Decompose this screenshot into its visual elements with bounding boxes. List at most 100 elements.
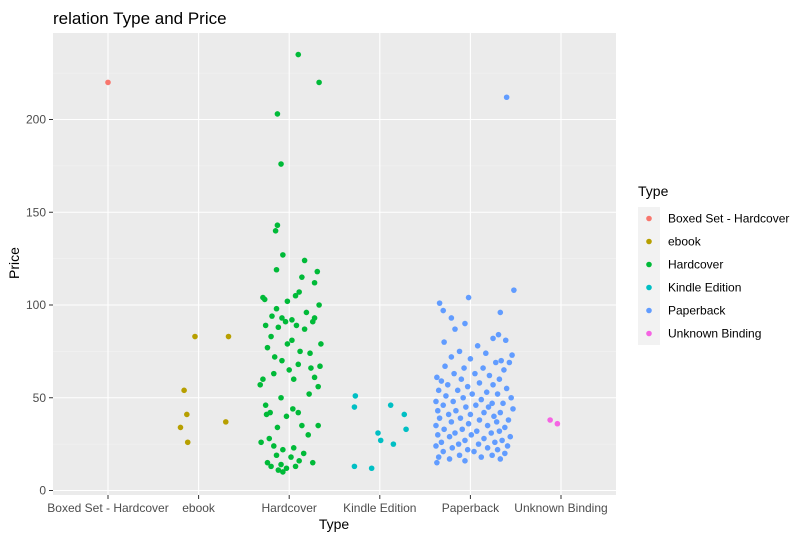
point-paperback <box>436 300 443 306</box>
point-paperback <box>467 355 474 362</box>
point-hardcover <box>306 391 312 397</box>
y-tick-label: 150 <box>26 205 46 219</box>
grid-lines <box>53 33 616 495</box>
legend-swatch-ebook <box>646 238 652 245</box>
point-hardcover <box>257 381 264 388</box>
y-axis: 0 50 100 150 200 <box>26 113 53 498</box>
point-paperback <box>476 417 483 423</box>
point-paperback <box>433 422 439 429</box>
point-paperback <box>463 404 469 410</box>
point-paperback <box>438 378 445 384</box>
point-hardcover <box>308 365 314 371</box>
point-paperback <box>494 446 501 453</box>
legend-label-boxed-set-hardcover: Boxed Set - Hardcover <box>668 212 789 226</box>
point-paperback <box>478 454 485 460</box>
point-hardcover <box>284 341 291 347</box>
point-hardcover <box>307 350 313 357</box>
point-paperback <box>497 409 504 416</box>
point-paperback <box>433 398 439 405</box>
point-paperback <box>494 391 501 397</box>
point-hardcover <box>275 324 282 331</box>
point-hardcover <box>260 376 266 383</box>
point-paperback <box>502 424 508 431</box>
point-paperback <box>495 331 502 338</box>
point-paperback <box>462 458 468 464</box>
point-paperback <box>462 320 468 327</box>
point-hardcover <box>283 413 290 420</box>
point-kindle-edition <box>403 426 409 433</box>
y-tick-label: 100 <box>26 298 46 312</box>
point-paperback <box>457 415 464 421</box>
point-boxed-set-hardcover <box>105 79 111 86</box>
point-paperback <box>433 443 439 449</box>
point-paperback <box>449 445 456 451</box>
point-paperback <box>441 426 447 433</box>
point-paperback <box>443 393 449 399</box>
point-paperback <box>473 402 479 408</box>
point-hardcover <box>305 432 312 438</box>
point-paperback <box>452 430 458 436</box>
legend-label-ebook: ebook <box>668 235 702 249</box>
point-paperback <box>452 326 458 332</box>
point-hardcover <box>295 409 302 416</box>
point-paperback <box>505 417 512 423</box>
point-hardcover <box>299 422 305 429</box>
point-paperback <box>483 389 490 395</box>
point-paperback <box>446 433 453 440</box>
point-hardcover <box>274 111 281 117</box>
point-paperback <box>472 370 478 377</box>
point-kindle-edition <box>377 437 384 444</box>
x-axis-title: Type <box>319 516 350 532</box>
point-paperback <box>497 456 504 462</box>
point-hardcover <box>318 341 324 347</box>
legend-swatch-boxed-set-hardcover <box>646 215 652 222</box>
point-paperback <box>502 337 509 344</box>
point-paperback <box>456 348 463 355</box>
point-hardcover <box>264 459 271 466</box>
point-paperback <box>484 445 491 451</box>
point-kindle-edition <box>401 411 408 418</box>
point-hardcover <box>315 383 321 390</box>
point-hardcover <box>311 374 318 381</box>
point-paperback <box>481 409 487 416</box>
point-paperback <box>481 435 487 442</box>
y-tick-label: 200 <box>26 113 46 127</box>
point-paperback <box>434 407 441 414</box>
point-hardcover <box>282 318 289 325</box>
point-paperback <box>436 415 443 421</box>
y-tick-label: 0 <box>39 484 46 498</box>
point-hardcover <box>266 435 273 442</box>
point-paperback <box>496 376 503 383</box>
point-paperback <box>492 359 499 366</box>
point-hardcover <box>309 318 316 325</box>
point-paperback <box>450 398 456 405</box>
point-paperback <box>483 350 489 357</box>
point-paperback <box>435 387 442 394</box>
point-hardcover <box>278 394 284 401</box>
point-paperback <box>503 385 510 392</box>
point-paperback <box>434 374 440 381</box>
point-paperback <box>471 448 477 455</box>
y-tick-label: 50 <box>33 391 47 405</box>
point-hardcover <box>301 326 308 332</box>
point-paperback <box>488 430 495 436</box>
point-hardcover <box>295 51 302 58</box>
point-hardcover <box>290 445 297 451</box>
point-paperback <box>502 450 508 457</box>
point-hardcover <box>297 348 303 355</box>
point-paperback <box>498 357 505 364</box>
point-paperback <box>438 439 445 446</box>
point-paperback <box>510 406 516 412</box>
point-hardcover <box>273 266 280 273</box>
x-tick-label-kindle-edition: Kindle Edition <box>343 501 416 515</box>
point-hardcover <box>292 292 299 299</box>
point-paperback <box>465 294 472 301</box>
point-ebook <box>184 439 191 446</box>
point-kindle-edition <box>352 393 359 399</box>
point-hardcover <box>269 313 275 319</box>
point-hardcover <box>280 469 286 475</box>
chart-title: relation Type and Price <box>53 9 227 28</box>
point-paperback <box>434 459 440 466</box>
point-hardcover <box>270 370 277 377</box>
point-hardcover <box>278 161 284 167</box>
